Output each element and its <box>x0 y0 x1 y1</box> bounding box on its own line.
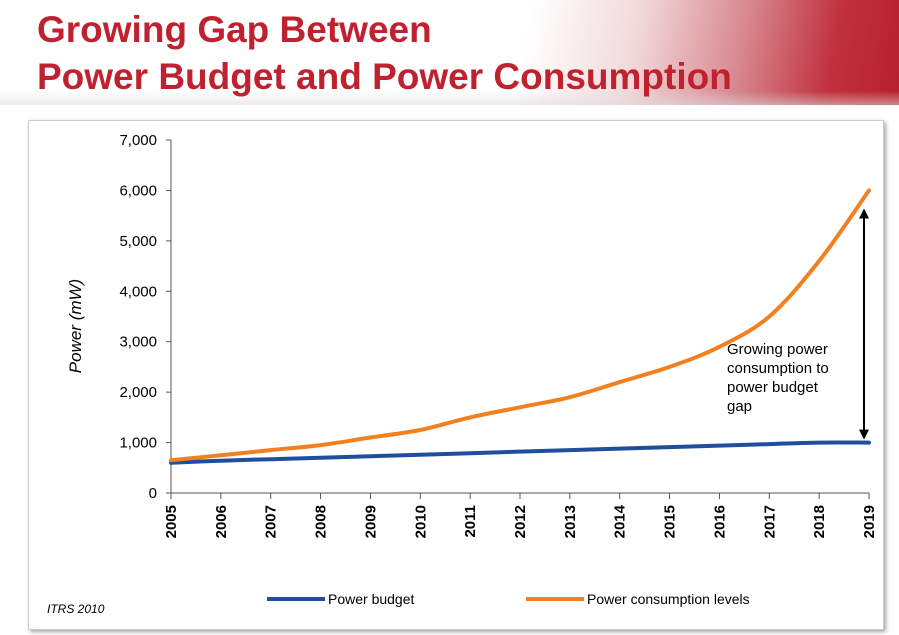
slide-title: Growing Gap Between Power Budget and Pow… <box>37 6 732 100</box>
x-tick-label: 2016 <box>711 505 728 538</box>
x-axis: 2005 2006 2007 2008 2009 2010 2011 2012 2013 2014… <box>163 492 878 538</box>
annotation-line: consumption to <box>727 360 829 377</box>
series-line-power-consumption-levels <box>169 188 871 463</box>
series-lines <box>169 188 871 465</box>
y-tick-label: 4,000 <box>119 283 157 300</box>
line-chart: 0 1,000 2,000 3,000 4,000 5,000 6,000 7,000 200… <box>47 132 878 616</box>
y-tick-label: 0 <box>149 485 157 502</box>
y-tick-label: 6,000 <box>119 182 157 199</box>
y-tick-label: 5,000 <box>119 233 157 250</box>
x-tick-label: 2014 <box>612 504 629 538</box>
y-axis-label: Power (mW) <box>66 279 85 373</box>
y-tick-label: 7,000 <box>119 132 157 149</box>
x-tick-label: 2010 <box>412 505 429 538</box>
annotation-line: power budget <box>727 379 819 396</box>
y-axis: 0 1,000 2,000 3,000 4,000 5,000 6,000 7,000 <box>119 132 172 502</box>
y-tick-label: 2,000 <box>119 384 157 401</box>
x-tick-label: 2005 <box>163 505 180 538</box>
y-tick-label: 3,000 <box>119 334 157 351</box>
x-tick-label: 2009 <box>362 505 379 538</box>
x-tick-label: 2012 <box>512 505 529 538</box>
gap-annotation: Growing power consumption to power budget g… <box>727 208 870 440</box>
y-tick-label: 1,000 <box>119 435 157 452</box>
x-tick-label: 2007 <box>263 505 280 538</box>
legend: Power budget Power consumption levels <box>267 591 750 607</box>
slide-title-line-1: Growing Gap Between <box>37 9 432 50</box>
series-line-power-budget <box>169 440 871 465</box>
x-tick-label: 2008 <box>313 505 330 538</box>
x-tick-label: 2013 <box>562 505 579 538</box>
legend-label-power-budget: Power budget <box>328 591 415 607</box>
chart-frame: 0 1,000 2,000 3,000 4,000 5,000 6,000 7,000 200… <box>28 120 884 630</box>
x-tick-label: 2017 <box>761 505 778 538</box>
x-tick-label: 2015 <box>662 505 679 538</box>
x-tick-label: 2018 <box>811 505 828 538</box>
slide-title-line-2: Power Budget and Power Consumption <box>37 56 732 97</box>
annotation-line: gap <box>727 398 752 415</box>
source-label: ITRS 2010 <box>47 602 105 616</box>
x-tick-label: 2011 <box>462 505 479 538</box>
legend-label-power-consumption-levels: Power consumption levels <box>587 591 750 607</box>
x-tick-label: 2019 <box>861 505 878 538</box>
annotation-line: Growing power <box>727 341 828 358</box>
x-tick-label: 2006 <box>213 505 230 538</box>
title-band <box>0 0 899 105</box>
